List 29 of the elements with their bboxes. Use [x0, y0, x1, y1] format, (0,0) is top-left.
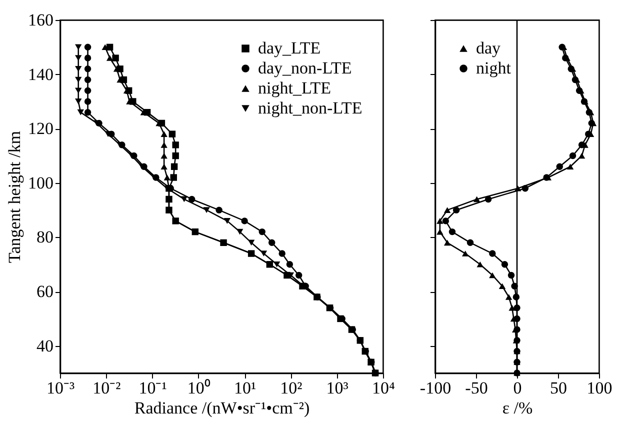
legend-label: day_non-LTE: [258, 58, 352, 78]
y-tick-label: 80: [36, 228, 54, 247]
x-tick-label: 10⁴: [372, 378, 396, 398]
x-tick-label: -50: [465, 378, 488, 398]
y-tick-label: 140: [28, 64, 54, 84]
legend-label: day_LTE: [258, 38, 321, 58]
legend-label: night_non-LTE: [258, 98, 362, 118]
x-tick-label: 10⁰: [187, 378, 210, 398]
x-tick-label: 100: [586, 378, 612, 398]
x-axis-title: ε /%: [502, 398, 533, 418]
legend-label: day: [476, 38, 502, 58]
y-tick-label: 160: [28, 10, 54, 30]
x-tick-label: 10⁻²: [92, 378, 121, 398]
x-tick-label: 10²: [280, 378, 302, 398]
y-axis-title: Tangent height /km: [5, 131, 24, 263]
x-tick-label: 10¹: [234, 378, 256, 398]
x-tick-label: 10⁻³: [46, 378, 75, 398]
x-tick-label: -100: [420, 378, 452, 398]
x-tick-label: 10⁻¹: [138, 378, 167, 398]
x-axis-title: Radiance /(nW•sr⁻¹•cm⁻²): [134, 398, 310, 418]
x-tick-label: 50: [550, 378, 567, 398]
y-tick-label: 40: [36, 336, 54, 356]
legend-label: night: [476, 58, 512, 78]
x-tick-label: 10³: [326, 378, 348, 398]
x-tick-label: 0: [513, 378, 522, 398]
y-tick-label: 100: [28, 173, 54, 192]
y-tick-label: 120: [28, 119, 54, 138]
y-tick-label: 60: [36, 282, 54, 302]
legend-label: night_LTE: [258, 78, 332, 98]
